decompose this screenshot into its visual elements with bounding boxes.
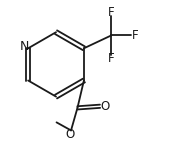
Text: F: F	[108, 52, 115, 65]
Text: F: F	[108, 6, 115, 19]
Text: F: F	[132, 29, 138, 42]
Text: O: O	[100, 100, 109, 113]
Text: N: N	[19, 40, 29, 53]
Text: O: O	[66, 128, 75, 141]
